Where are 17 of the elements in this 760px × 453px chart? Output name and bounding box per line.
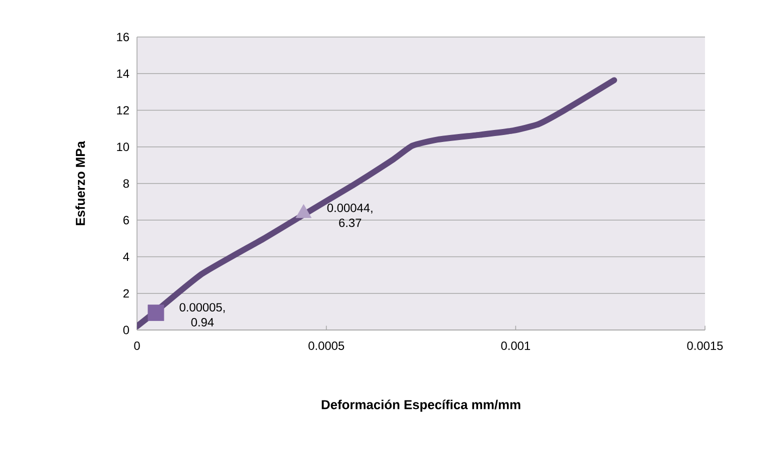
x-axis-title: Deformación Específica mm/mm xyxy=(322,400,520,412)
x-tick-label: 0 xyxy=(134,342,140,350)
y-tick-label: 8 xyxy=(123,179,129,188)
data-label: 0.00044, 6.37 xyxy=(327,204,372,228)
y-tick-label: 12 xyxy=(117,106,129,114)
y-tick-label: 2 xyxy=(123,289,129,298)
y-tick-label: 16 xyxy=(117,32,129,42)
data-label: 0.00005, 0.94 xyxy=(180,303,225,326)
y-tick-label: 14 xyxy=(117,70,130,78)
x-tick-label: 0.001 xyxy=(501,342,530,350)
x-tick-label: 0.0015 xyxy=(687,342,723,350)
x-tick-label: 0.0005 xyxy=(308,342,344,350)
y-tick-label: 0 xyxy=(123,326,130,334)
y-tick-label: 6 xyxy=(123,216,129,224)
y-tick-label: 4 xyxy=(123,252,130,261)
y-tick-label: 10 xyxy=(117,142,130,152)
y-axis-title: Esfuerzo MPa xyxy=(75,140,85,226)
